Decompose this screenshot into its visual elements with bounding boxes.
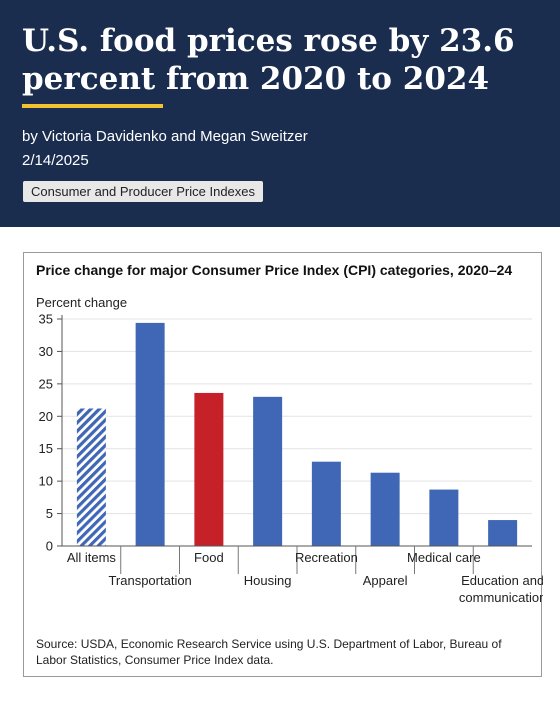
chart-source: Source: USDA, Economic Research Service … [36,637,502,667]
y-tick-label: 5 [46,506,53,521]
x-tick-label: Transportation [108,573,191,588]
bar-7 [488,520,518,546]
bar-1 [135,322,165,546]
y-tick-label: 0 [46,539,53,554]
x-tick-label: All items [67,550,117,565]
x-tick-label: Food [194,550,224,565]
chart-title: Price change for major Consumer Price In… [36,262,513,278]
y-tick-label: 25 [39,376,53,391]
bar-6 [429,489,459,546]
byline: by Victoria Davidenko and Megan Sweitzer [22,128,308,145]
publish-date: 2/14/2025 [22,152,89,169]
y-tick-label: 10 [39,474,53,489]
bar-0 [76,408,106,546]
x-tick-label: Medical care [407,550,481,565]
y-tick-label: 20 [39,409,53,424]
x-tick-label: Recreation [295,550,358,565]
headline-underline [22,104,163,108]
bar-chart: Percent change 0 5 10 15 20 25 30 35 All items Tra… [36,295,543,605]
bar-4 [311,461,341,546]
bar-3 [253,396,283,546]
x-tick-label: Housing [244,573,292,588]
y-tick-label: 15 [39,441,53,456]
bar-5 [370,472,400,546]
y-tick-label: 30 [39,344,53,359]
y-axis-label: Percent change [36,295,127,310]
topic-tag[interactable]: Consumer and Producer Price Indexes [23,181,264,202]
page-title: U.S. food prices rose by 23.6 percent fr… [22,23,515,97]
y-tick-label: 35 [39,312,53,327]
x-tick-label: Apparel [363,573,408,588]
chart-card: Price change for major Consumer Price In… [23,252,543,677]
article-header: U.S. food prices rose by 23.6 percent fr… [0,0,560,227]
x-tick-label: Education and communication [459,573,543,605]
bar-2 [194,392,224,546]
